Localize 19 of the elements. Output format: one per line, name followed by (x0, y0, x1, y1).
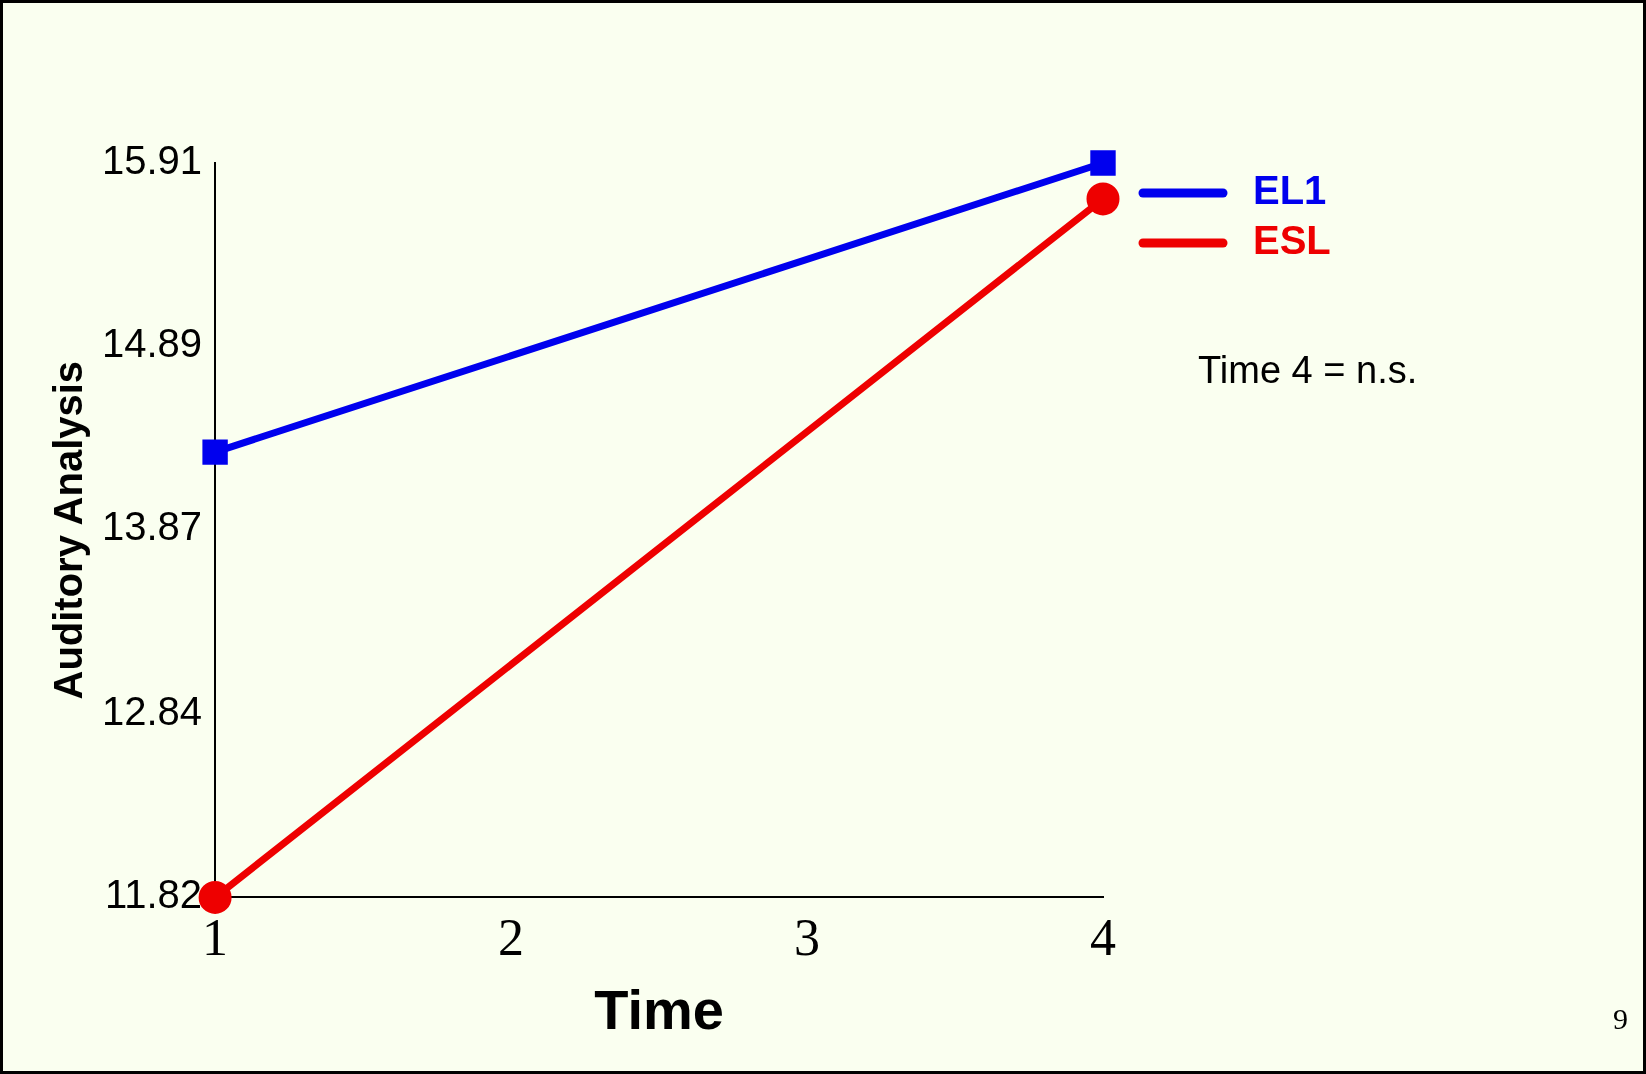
y-tick-label: 11.82 (104, 872, 203, 917)
point (198, 880, 232, 914)
point (1090, 150, 1116, 176)
legend-label: EL1 (1253, 168, 1327, 213)
x-tick-label: 3 (794, 909, 821, 967)
point (202, 439, 228, 465)
y-tick-label: 12.84 (101, 689, 203, 734)
x-tick-label: 4 (1090, 909, 1116, 967)
x-tick-label: 1 (202, 909, 229, 967)
y-axis-title: Auditory Analysis (46, 360, 91, 700)
point (1086, 182, 1120, 216)
legend-label: ESL (1253, 218, 1331, 263)
y-tick-label: 14.89 (101, 321, 203, 366)
text: Time 4 = n.s. (1198, 349, 1418, 392)
x-axis-title: Time (594, 977, 724, 1041)
text: 9 (1613, 1001, 1628, 1035)
y-tick-label: 15.91 (101, 138, 203, 183)
y-tick-label: 13.87 (101, 504, 203, 549)
x-tick-label: 2 (498, 909, 525, 967)
